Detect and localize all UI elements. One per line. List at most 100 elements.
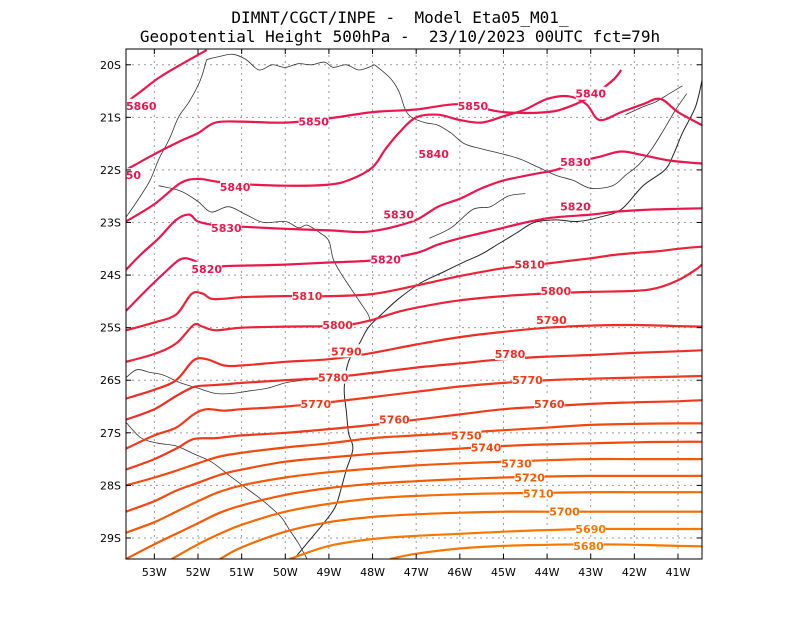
height-contours: [126, 49, 702, 559]
state-border: [126, 59, 208, 218]
contour-5860: [126, 49, 208, 104]
lat-tick-label: 21S: [100, 111, 121, 124]
contour-5830: [126, 150, 702, 271]
contour-label-bg: [560, 199, 591, 213]
contour-label-bg: [418, 147, 449, 161]
contour-label: 5790: [331, 345, 362, 358]
contour-label-bg: [575, 86, 606, 100]
contour-label-bg: [211, 220, 242, 234]
contour-label: 5770: [512, 374, 543, 387]
lat-tick-label: 24S: [100, 269, 121, 282]
contour-5820: [126, 207, 702, 312]
contour-label: 5840: [220, 181, 251, 194]
contour-label: 5690: [575, 523, 606, 536]
contour-label: 5860: [126, 100, 157, 113]
contour-label-bg: [379, 412, 410, 426]
contour-label: 5680: [573, 540, 604, 553]
contour-label-bg: [318, 370, 349, 384]
state-border: [126, 422, 308, 559]
lat-tick-label: 22S: [100, 164, 121, 177]
contour-label: 5830: [560, 156, 591, 169]
lat-tick-label: 26S: [100, 374, 121, 387]
title-line-1: DIMNT/CGCT/INPE - Model Eta05_M01_: [231, 8, 569, 27]
contour-label: 5810: [292, 290, 323, 303]
contour-label: 5710: [523, 487, 554, 500]
lon-tick-label: 49W: [316, 566, 341, 579]
map-frame: [125, 48, 703, 560]
contour-label-bg: [534, 396, 565, 410]
contour-label-bg: [536, 312, 567, 326]
contour-label-bg: [575, 522, 606, 536]
lon-tick-label: 48W: [360, 566, 385, 579]
state-border: [374, 64, 688, 189]
state-border: [158, 185, 371, 323]
lat-tick-label: 27S: [100, 427, 121, 440]
lon-tick-label: 41W: [666, 566, 691, 579]
contour-5810: [126, 245, 702, 332]
contour-label: 5800: [541, 285, 572, 298]
lon-tick-label: 47W: [404, 566, 429, 579]
contour-label-bg: [126, 98, 157, 112]
geographic-boundaries: [126, 53, 702, 559]
contour-label: 5720: [514, 472, 545, 485]
state-border: [625, 85, 683, 116]
contour-label: 5700: [549, 506, 580, 519]
contour-label-bg: [220, 179, 251, 193]
contour-label-bg: [495, 346, 525, 360]
contour-label-bg: [549, 504, 580, 518]
contour-5770: [126, 374, 702, 450]
contour-label-bg: [573, 538, 604, 552]
contour-label-bg: [512, 373, 543, 387]
title-line-2: Geopotential Height 500hPa - 23/10/2023 …: [139, 27, 661, 46]
contour-label: 5800: [322, 319, 353, 332]
contour-label: 5840: [418, 148, 449, 161]
lon-tick-label: 50W: [273, 566, 298, 579]
lon-tick-label: 42W: [622, 566, 647, 579]
grid-lines: [126, 49, 702, 559]
contour-label-bg: [457, 98, 488, 112]
contour-5680: [389, 543, 702, 559]
contour-label-bg: [514, 257, 545, 271]
contour-label: 5810: [514, 259, 545, 272]
contour-label: 5780: [318, 372, 349, 385]
contour-label-bg: [191, 261, 222, 275]
contour-label: 5770: [301, 398, 332, 411]
lon-tick-label: 44W: [535, 566, 560, 579]
contour-label-bg: [471, 440, 501, 454]
contour-label-bg: [523, 486, 554, 500]
contour-5780: [126, 349, 702, 421]
state-border: [126, 369, 347, 395]
contour-5720: [126, 474, 702, 559]
contour-label: 5820: [370, 253, 401, 266]
lon-tick-label: 53W: [142, 566, 167, 579]
contour-5840: [126, 94, 702, 223]
contour-5850: [126, 69, 623, 171]
contour-5800: [126, 263, 702, 363]
contour-label-bg: [322, 318, 353, 332]
contour-labels: 5860 5850 5850 5840 50 5840 5830 5840 5830 5820 58…: [118, 86, 606, 553]
contour-label: 5840: [575, 88, 606, 101]
contour-label-bg: [560, 155, 591, 169]
contour-label-bg: [514, 470, 545, 484]
contour-label: 5750: [451, 429, 482, 442]
contour-label-bg: [331, 344, 362, 358]
contour-label: 5830: [211, 222, 242, 235]
contour-5750: [126, 422, 702, 487]
contour-5740: [126, 440, 702, 513]
contour-5790: [126, 323, 702, 400]
contour-label: 5850: [298, 116, 329, 129]
contour-label-bg: [501, 456, 532, 470]
contour-label: 5730: [501, 457, 532, 470]
contour-label-bg: [298, 114, 329, 128]
lon-tick-label: 52W: [186, 566, 211, 579]
axis-ticks: 20S 21S 22S 23S 24S 25S 26S 27S 28S 29S 53W 52W 51W 5…: [100, 49, 702, 579]
contour-5730: [126, 457, 702, 534]
contour-label: 5820: [191, 263, 222, 276]
contour-label: 5760: [379, 414, 410, 427]
contour-label: 5830: [383, 209, 414, 222]
lon-tick-label: 46W: [447, 566, 472, 579]
contour-5760: [126, 399, 702, 471]
contour-5710: [171, 491, 702, 559]
contour-label-bg: [292, 289, 323, 303]
